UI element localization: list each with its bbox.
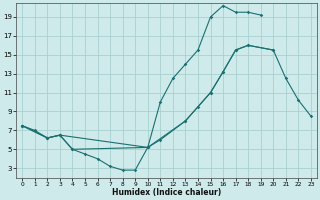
- X-axis label: Humidex (Indice chaleur): Humidex (Indice chaleur): [112, 188, 221, 197]
